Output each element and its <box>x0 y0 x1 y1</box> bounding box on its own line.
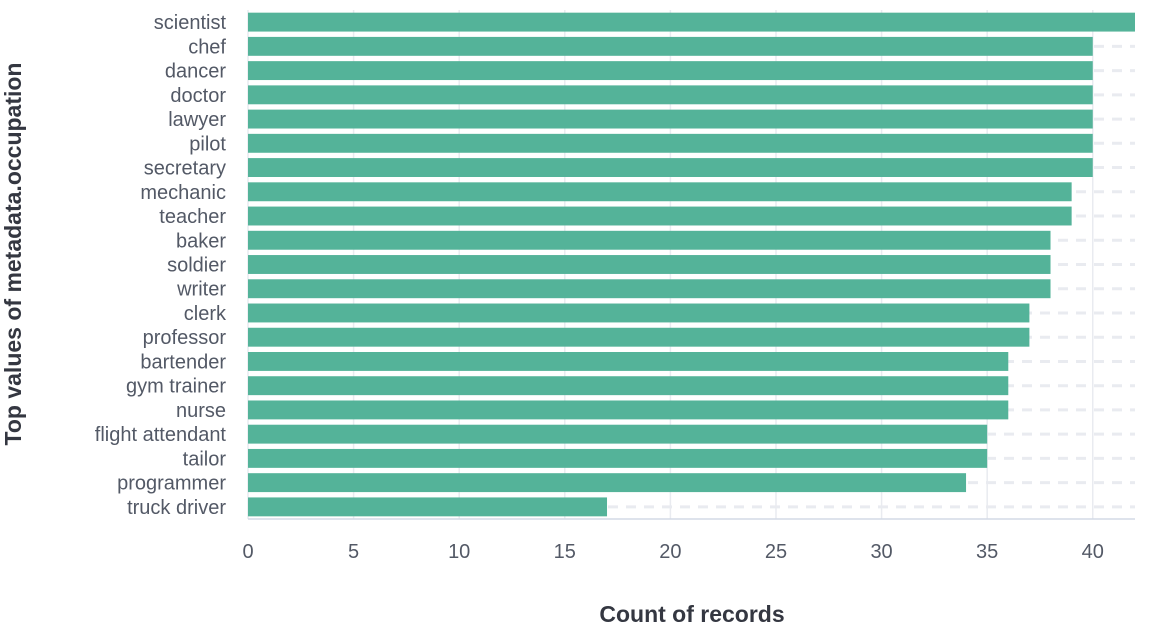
bar-writer[interactable] <box>248 279 1051 299</box>
category-label: flight attendant <box>95 424 227 446</box>
category-label: chef <box>188 36 226 58</box>
bar-teacher[interactable] <box>248 206 1072 226</box>
category-label: tailor <box>183 448 227 470</box>
category-label: truck driver <box>127 497 226 519</box>
bars <box>248 12 1135 517</box>
x-tick-label: 5 <box>348 541 359 563</box>
bar-chef[interactable] <box>248 36 1093 56</box>
category-label: lawyer <box>168 109 226 131</box>
x-tick-label: 20 <box>659 541 681 563</box>
category-label: doctor <box>170 85 226 107</box>
bar-professor[interactable] <box>248 327 1030 347</box>
x-axis-ticks: 0 5 10 15 20 25 30 35 40 <box>242 541 1103 563</box>
category-label: clerk <box>184 303 227 325</box>
bar-doctor[interactable] <box>248 85 1093 105</box>
category-label: gym trainer <box>126 376 226 398</box>
category-label: secretary <box>144 158 226 180</box>
bar-flight-attendant[interactable] <box>248 424 988 444</box>
category-label: teacher <box>159 206 226 228</box>
category-label: pilot <box>189 133 226 155</box>
x-tick-label: 15 <box>554 541 576 563</box>
bar-truck-driver[interactable] <box>248 497 608 517</box>
x-tick-label: 10 <box>448 541 470 563</box>
bar-secretary[interactable] <box>248 158 1093 178</box>
category-label: professor <box>143 327 227 349</box>
x-tick-label: 35 <box>976 541 998 563</box>
bar-programmer[interactable] <box>248 473 967 493</box>
bar-dancer[interactable] <box>248 61 1093 81</box>
bar-clerk[interactable] <box>248 303 1030 323</box>
bar-mechanic[interactable] <box>248 182 1072 202</box>
x-tick-label: 30 <box>870 541 892 563</box>
x-tick-label: 0 <box>242 541 253 563</box>
x-tick-label: 25 <box>765 541 787 563</box>
bar-scientist[interactable] <box>248 12 1135 32</box>
category-label: scientist <box>154 12 227 34</box>
bar-gym-trainer[interactable] <box>248 376 1009 396</box>
bar-soldier[interactable] <box>248 255 1051 274</box>
category-label: nurse <box>176 400 226 422</box>
category-label: programmer <box>117 473 226 495</box>
bar-tailor[interactable] <box>248 448 988 468</box>
category-label: bartender <box>140 351 226 373</box>
x-axis-title: Count of records <box>599 601 784 627</box>
bar-lawyer[interactable] <box>248 109 1093 129</box>
bar-nurse[interactable] <box>248 400 1009 420</box>
bar-pilot[interactable] <box>248 133 1093 153</box>
y-axis-title: Top values of metadata.occupation <box>0 63 26 446</box>
x-tick-label: 40 <box>1082 541 1104 563</box>
category-label: baker <box>176 230 226 252</box>
category-label: soldier <box>167 255 226 277</box>
category-label: mechanic <box>140 182 226 204</box>
bar-baker[interactable] <box>248 230 1051 250</box>
category-label: writer <box>176 279 226 301</box>
category-label: dancer <box>165 61 226 83</box>
bar-bartender[interactable] <box>248 351 1009 371</box>
